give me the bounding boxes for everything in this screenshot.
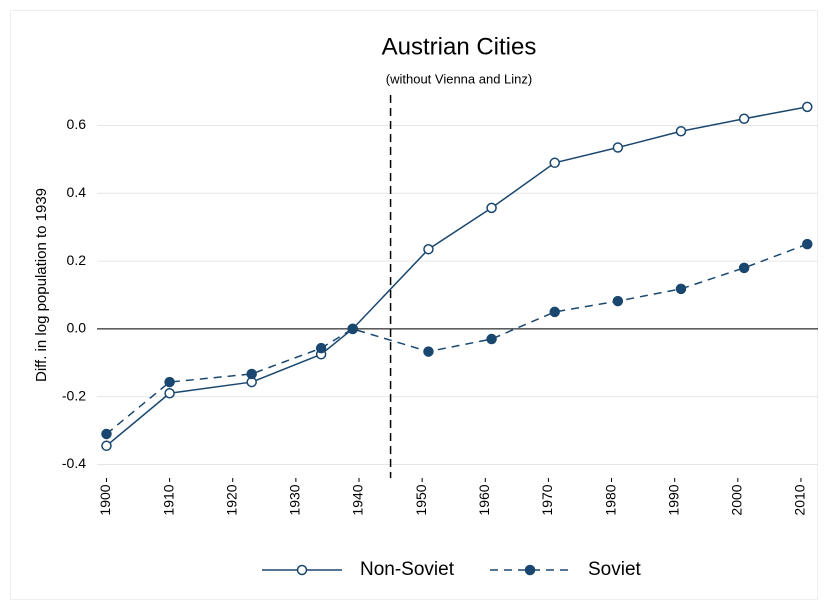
y-tick-label: -0.2 xyxy=(62,387,86,403)
point xyxy=(738,113,750,124)
y-tick-label: -0.4 xyxy=(62,455,86,471)
x-tick-label: 2000 xyxy=(729,484,745,515)
x-tick-label: 1980 xyxy=(602,484,618,515)
point xyxy=(549,306,560,318)
chart-subtitle: (without Vienna and Linz) xyxy=(386,71,532,86)
legend-marker xyxy=(296,564,308,576)
y-tick-label: 0.2 xyxy=(67,252,87,268)
point xyxy=(738,262,750,274)
point xyxy=(164,388,175,399)
point xyxy=(101,440,112,452)
y-tick-label: 0.6 xyxy=(67,116,87,132)
point xyxy=(675,283,687,295)
x-tick-label: 1990 xyxy=(665,484,681,515)
x-tick-label: 1900 xyxy=(97,484,113,515)
frame xyxy=(10,10,818,600)
x-tick-label: 2010 xyxy=(792,484,808,515)
x-tick-label: 1920 xyxy=(223,484,239,515)
point xyxy=(549,157,560,169)
x-tick-label: 1930 xyxy=(287,484,303,515)
point xyxy=(246,368,257,380)
point xyxy=(612,295,624,307)
legend-label: Soviet xyxy=(588,559,642,580)
y-axis-label: Diff. in log population to 1939 xyxy=(33,188,50,382)
point xyxy=(802,238,813,250)
x-tick-label: 1910 xyxy=(160,484,176,515)
y-tick-label: 0.0 xyxy=(67,320,87,336)
point xyxy=(423,243,434,255)
point xyxy=(315,342,327,354)
point xyxy=(423,346,434,357)
point xyxy=(802,101,813,113)
point xyxy=(612,142,624,153)
y-tick-label: 0.4 xyxy=(67,184,87,200)
x-tick-label: 1940 xyxy=(350,484,366,515)
point xyxy=(486,333,497,345)
chart-title: Austrian Cities xyxy=(382,33,537,60)
point xyxy=(486,202,497,214)
point xyxy=(347,323,358,335)
point xyxy=(101,428,112,440)
legend-label: Non-Soviet xyxy=(360,559,455,580)
x-tick-label: 1970 xyxy=(539,484,555,515)
series-line xyxy=(105,106,808,447)
legend-marker xyxy=(524,564,536,576)
x-tick-label: 1950 xyxy=(413,484,429,515)
point xyxy=(164,376,175,388)
point xyxy=(675,126,687,137)
x-tick-label: 1960 xyxy=(476,484,492,515)
